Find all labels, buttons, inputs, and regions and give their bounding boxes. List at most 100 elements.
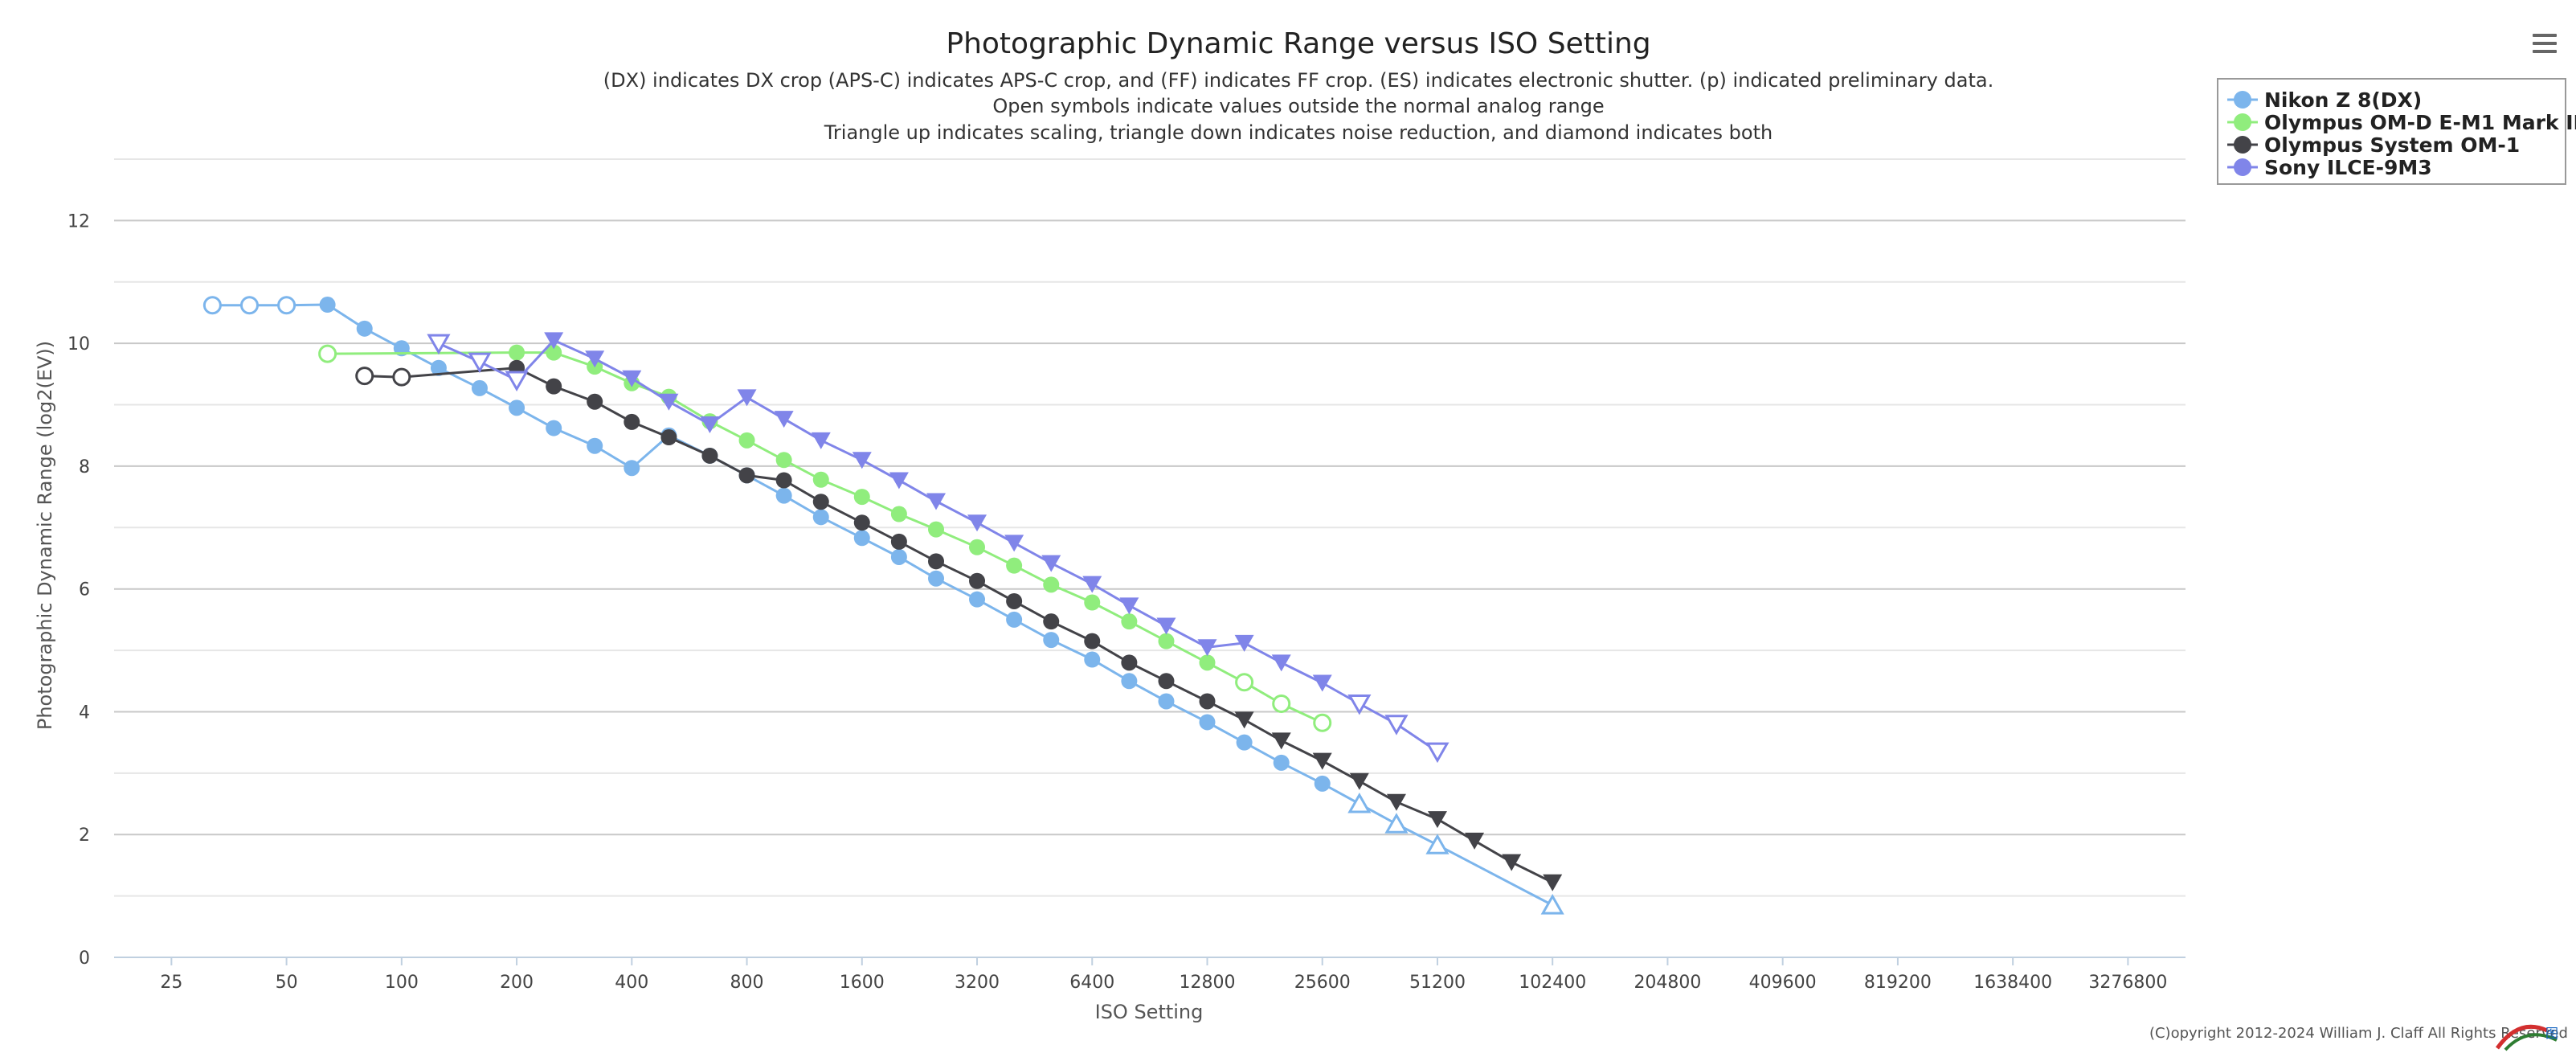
data-point[interactable] bbox=[1006, 592, 1023, 609]
data-point[interactable] bbox=[967, 514, 987, 532]
data-point[interactable] bbox=[928, 570, 945, 587]
data-point[interactable] bbox=[811, 432, 831, 449]
data-point[interactable] bbox=[1313, 713, 1332, 732]
data-point[interactable] bbox=[471, 379, 488, 396]
data-point[interactable] bbox=[928, 521, 945, 538]
data-point[interactable] bbox=[1347, 793, 1372, 813]
data-point[interactable] bbox=[1465, 832, 1485, 850]
data-point[interactable] bbox=[774, 411, 794, 428]
data-point[interactable] bbox=[1043, 576, 1060, 593]
data-point[interactable] bbox=[1349, 772, 1369, 790]
data-point[interactable] bbox=[701, 447, 718, 464]
data-point[interactable] bbox=[546, 344, 562, 361]
data-point[interactable] bbox=[1004, 535, 1024, 552]
data-point[interactable] bbox=[1271, 732, 1291, 750]
data-point[interactable] bbox=[1006, 611, 1023, 628]
data-point[interactable] bbox=[969, 591, 986, 608]
data-point[interactable] bbox=[1156, 617, 1176, 635]
data-point[interactable] bbox=[509, 399, 525, 416]
data-point[interactable] bbox=[318, 344, 337, 363]
data-point[interactable] bbox=[1273, 754, 1290, 771]
data-point[interactable] bbox=[392, 367, 411, 387]
data-point[interactable] bbox=[1082, 576, 1102, 593]
data-point[interactable] bbox=[775, 452, 792, 469]
data-point[interactable] bbox=[1121, 673, 1138, 690]
data-point[interactable] bbox=[890, 548, 907, 565]
data-point[interactable] bbox=[1158, 673, 1175, 690]
data-point[interactable] bbox=[1314, 775, 1331, 792]
data-point[interactable] bbox=[1425, 834, 1450, 854]
data-point[interactable] bbox=[1427, 811, 1447, 829]
hamburger-menu-icon[interactable] bbox=[2531, 32, 2558, 55]
data-point[interactable] bbox=[1158, 633, 1175, 649]
data-point[interactable] bbox=[737, 389, 757, 407]
data-point[interactable] bbox=[969, 572, 986, 589]
data-point[interactable] bbox=[1006, 557, 1023, 574]
data-point[interactable] bbox=[1502, 854, 1522, 871]
data-point[interactable] bbox=[427, 334, 451, 355]
data-point[interactable] bbox=[430, 359, 447, 376]
data-point[interactable] bbox=[239, 296, 259, 315]
data-point[interactable] bbox=[202, 296, 222, 315]
data-point[interactable] bbox=[505, 371, 529, 392]
legend-item[interactable]: Olympus OM-D E-M1 Mark II bbox=[2227, 111, 2576, 134]
data-point[interactable] bbox=[1084, 651, 1101, 668]
data-point[interactable] bbox=[890, 506, 907, 522]
data-point[interactable] bbox=[1272, 694, 1291, 714]
data-point[interactable] bbox=[624, 413, 640, 430]
data-point[interactable] bbox=[1234, 634, 1254, 652]
data-point[interactable] bbox=[969, 539, 986, 555]
data-point[interactable] bbox=[1199, 714, 1216, 731]
data-point[interactable] bbox=[852, 452, 872, 469]
data-point[interactable] bbox=[853, 514, 870, 531]
data-point[interactable] bbox=[1384, 813, 1409, 834]
data-point[interactable] bbox=[1119, 597, 1139, 615]
data-point[interactable] bbox=[468, 352, 492, 374]
data-point[interactable] bbox=[1235, 673, 1254, 692]
data-point[interactable] bbox=[587, 393, 603, 410]
data-point[interactable] bbox=[1425, 742, 1450, 764]
data-point[interactable] bbox=[1543, 874, 1563, 891]
data-point[interactable] bbox=[622, 370, 642, 387]
data-point[interactable] bbox=[853, 489, 870, 506]
data-point[interactable] bbox=[1084, 594, 1101, 611]
data-point[interactable] bbox=[1384, 715, 1409, 735]
data-point[interactable] bbox=[889, 472, 909, 490]
data-point[interactable] bbox=[738, 467, 755, 484]
data-point[interactable] bbox=[1199, 693, 1216, 710]
data-point[interactable] bbox=[1041, 555, 1061, 572]
data-point[interactable] bbox=[585, 350, 605, 368]
data-point[interactable] bbox=[738, 432, 755, 449]
data-point[interactable] bbox=[1347, 694, 1372, 715]
data-point[interactable] bbox=[319, 297, 336, 313]
data-point[interactable] bbox=[355, 367, 374, 386]
data-point[interactable] bbox=[1043, 632, 1060, 649]
data-point[interactable] bbox=[660, 429, 677, 446]
data-point[interactable] bbox=[1121, 654, 1138, 671]
data-point[interactable] bbox=[1199, 654, 1216, 671]
data-point[interactable] bbox=[1386, 793, 1406, 811]
data-point[interactable] bbox=[1121, 613, 1138, 630]
data-point[interactable] bbox=[700, 416, 720, 433]
data-point[interactable] bbox=[659, 393, 679, 411]
data-point[interactable] bbox=[544, 332, 564, 350]
data-point[interactable] bbox=[1312, 674, 1332, 692]
data-point[interactable] bbox=[812, 509, 829, 526]
data-point[interactable] bbox=[1043, 613, 1060, 630]
data-point[interactable] bbox=[546, 420, 562, 436]
legend-item[interactable]: Nikon Z 8(DX) bbox=[2227, 88, 2422, 112]
data-point[interactable] bbox=[1312, 752, 1332, 770]
data-point[interactable] bbox=[775, 487, 792, 504]
data-point[interactable] bbox=[1540, 894, 1564, 915]
data-point[interactable] bbox=[1084, 633, 1101, 649]
legend-item[interactable]: Olympus System OM-1 bbox=[2227, 133, 2520, 157]
data-point[interactable] bbox=[1271, 654, 1291, 672]
data-point[interactable] bbox=[1236, 734, 1253, 751]
data-point[interactable] bbox=[587, 437, 603, 454]
data-point[interactable] bbox=[812, 494, 829, 510]
data-point[interactable] bbox=[1234, 711, 1254, 729]
data-point[interactable] bbox=[546, 378, 562, 395]
data-point[interactable] bbox=[890, 533, 907, 550]
data-point[interactable] bbox=[356, 320, 373, 337]
data-point[interactable] bbox=[928, 553, 945, 570]
